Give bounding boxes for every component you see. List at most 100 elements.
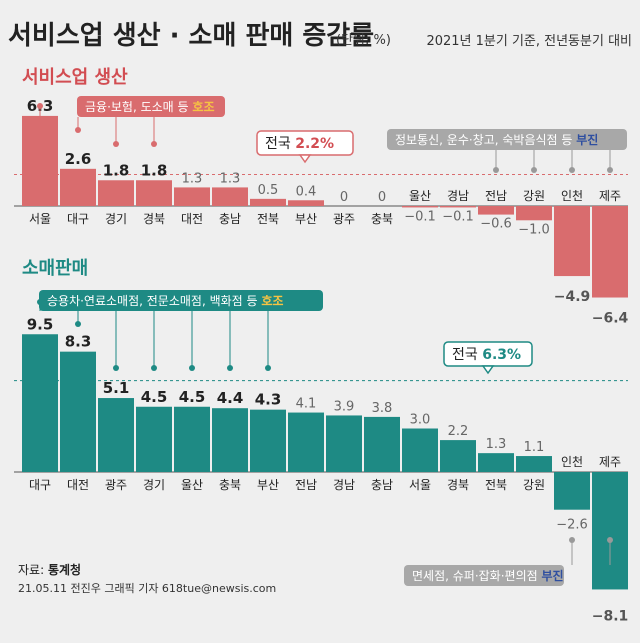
- retail-value-label-10: 3.0: [410, 413, 431, 428]
- services-national-text: 전국 2.2%: [265, 136, 334, 152]
- retail-value-label-8: 3.9: [334, 399, 355, 414]
- services-bar-14: [554, 206, 590, 277]
- retail-callout-dot-1-0: [569, 537, 575, 543]
- retail-bar-10: [402, 428, 438, 472]
- retail-category-label-6: 부산: [257, 478, 279, 492]
- services-value-label-13: −1.0: [518, 222, 550, 237]
- services-bar-6: [250, 198, 286, 206]
- retail-value-label-3: 4.5: [141, 388, 168, 406]
- retail-category-label-1: 대전: [67, 478, 89, 492]
- services-chart: 서울6.3대구2.6경기1.8경북1.8대전1.3충남1.3전북0.5부산0.4…: [14, 96, 629, 327]
- services-category-label-12: 전남: [485, 189, 507, 203]
- services-bar-5: [212, 187, 248, 206]
- main-title: 서비스업 생산 · 소매 판매 증감률: [8, 21, 374, 51]
- source-name: 통계청: [48, 562, 81, 577]
- services-callout-dot-1-3: [607, 167, 613, 173]
- services-value-label-7: 0.4: [296, 184, 317, 199]
- retail-bar-13: [516, 456, 552, 472]
- retail-value-label-1: 8.3: [65, 333, 92, 351]
- services-category-label-11: 경남: [447, 189, 469, 203]
- retail-bar-6: [250, 409, 286, 472]
- services-bar-13: [516, 206, 552, 221]
- services-value-label-9: 0: [378, 190, 386, 205]
- retail-callout-dot-0-3: [151, 365, 157, 371]
- credit-line: 21.05.11 전진우 그래픽 기자 618tue@newsis.com: [18, 582, 276, 595]
- services-value-label-6: 0.5: [258, 183, 279, 198]
- services-callout-dot-1-2: [569, 167, 575, 173]
- services-callout-box-1: [387, 129, 627, 150]
- services-bar-11: [440, 206, 476, 208]
- services-value-label-15: −6.4: [592, 311, 629, 327]
- services-callout-dot-1-1: [531, 167, 537, 173]
- services-category-label-14: 인천: [561, 188, 583, 203]
- retail-callout-dot-0-0: [37, 299, 43, 305]
- services-category-label-0: 서울: [29, 212, 51, 226]
- retail-national-text: 전국 6.3%: [452, 347, 521, 363]
- services-category-label-15: 제주: [599, 189, 621, 203]
- retail-category-label-0: 대구: [29, 478, 51, 492]
- retail-value-label-4: 4.5: [179, 388, 206, 406]
- retail-callout-dot-1-1: [607, 537, 613, 543]
- retail-value-label-5: 4.4: [217, 389, 244, 407]
- retail-callout-box-0: [39, 290, 323, 311]
- subtitle: 2021년 1분기 기준, 전년동분기 대비: [426, 34, 632, 49]
- retail-category-label-8: 경남: [333, 478, 355, 492]
- retail-bar-0: [22, 334, 58, 472]
- retail-bar-14: [554, 472, 590, 510]
- services-category-label-1: 대구: [67, 212, 89, 226]
- retail-category-label-9: 충남: [371, 478, 393, 492]
- services-value-label-1: 2.6: [65, 150, 92, 168]
- retail-value-label-13: 1.1: [524, 440, 545, 455]
- services-category-label-9: 충북: [371, 212, 393, 226]
- services-bar-0: [22, 115, 58, 206]
- services-callout-dot-0-1: [75, 127, 81, 133]
- unit-label: (단위: %): [336, 33, 391, 48]
- services-bar-2: [98, 180, 134, 206]
- retail-category-label-4: 울산: [181, 478, 203, 492]
- retail-bar-12: [478, 453, 514, 472]
- retail-category-label-5: 충북: [219, 478, 241, 492]
- services-callout-text-0: 금융·보험, 도소매 등 호조: [85, 100, 215, 114]
- retail-callout-text-0: 승용차·연료소매점, 전문소매점, 백화점 등 호조: [47, 294, 283, 308]
- retail-bar-11: [440, 440, 476, 472]
- services-category-label-2: 경기: [105, 212, 127, 226]
- services-callout-text-1: 정보통신, 운수·창고, 숙박음식점 등 부진: [395, 132, 598, 147]
- services-value-label-2: 1.8: [103, 161, 130, 179]
- source-prefix: 자료:: [18, 563, 48, 577]
- services-callout-dot-0-2: [113, 141, 119, 147]
- services-category-label-10: 울산: [409, 189, 431, 203]
- retail-category-label-12: 전북: [485, 478, 507, 492]
- retail-callout-dot-0-5: [227, 365, 233, 371]
- services-category-label-3: 경북: [143, 212, 165, 226]
- services-bar-10: [402, 206, 438, 208]
- services-bar-7: [288, 200, 324, 206]
- retail-bar-8: [326, 415, 362, 472]
- services-category-label-8: 광주: [333, 212, 355, 226]
- retail-national-pointer: [481, 365, 495, 375]
- retail-value-label-14: −2.6: [556, 518, 588, 533]
- retail-title: 소매판매: [22, 258, 88, 279]
- services-callout-dot-1-0: [493, 167, 499, 173]
- retail-bar-2: [98, 398, 134, 472]
- services-bar-1: [60, 168, 96, 206]
- retail-bar-5: [212, 408, 248, 472]
- services-value-label-11: −0.1: [442, 209, 474, 224]
- services-bar-3: [136, 180, 172, 206]
- retail-value-label-15: −8.1: [592, 608, 629, 624]
- retail-callout-box-1: [404, 565, 564, 586]
- source-line: 자료: 통계청: [18, 562, 81, 577]
- retail-category-label-2: 광주: [105, 478, 127, 492]
- retail-category-label-7: 전남: [295, 478, 317, 492]
- services-value-label-12: −0.6: [480, 217, 512, 232]
- retail-chart: 대구 9.5 대전 8.3 광주 5.1 경기 4.5 울산 4.5 충북 4.4 부산 4.3 전남 4.1…: [14, 290, 628, 624]
- retail-category-label-10: 서울: [409, 478, 431, 492]
- retail-category-label-14: 인천: [561, 454, 583, 469]
- retail-value-label-9: 3.8: [372, 401, 393, 416]
- retail-category-label-15: 제주: [599, 455, 621, 469]
- retail-value-label-0: 9.5: [27, 315, 54, 333]
- retail-callout-dot-0-6: [265, 365, 271, 371]
- retail-value-label-2: 5.1: [103, 379, 130, 397]
- retail-category-label-3: 경기: [143, 478, 165, 492]
- services-value-label-10: −0.1: [404, 209, 436, 224]
